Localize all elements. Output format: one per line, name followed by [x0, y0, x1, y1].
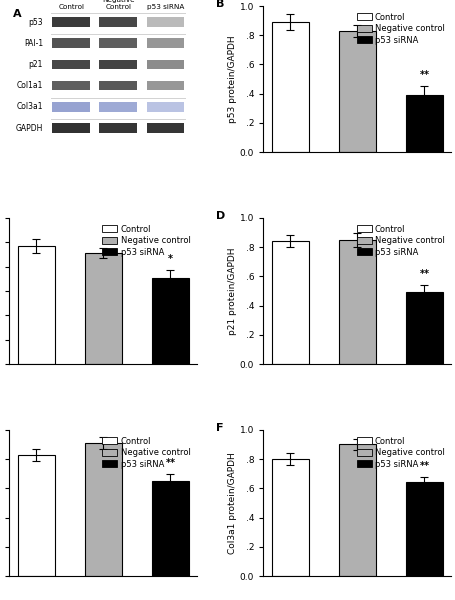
- Bar: [99, 38, 137, 48]
- Bar: [99, 123, 137, 133]
- Bar: [85, 443, 121, 576]
- Bar: [271, 459, 308, 576]
- Bar: [271, 241, 308, 364]
- Bar: [144, 34, 186, 52]
- Bar: [146, 38, 184, 48]
- Bar: [18, 455, 55, 576]
- Text: **: **: [419, 461, 429, 471]
- Text: PAI-1: PAI-1: [24, 39, 43, 48]
- Bar: [97, 119, 139, 137]
- Bar: [85, 253, 121, 364]
- Bar: [99, 81, 137, 91]
- Bar: [144, 13, 186, 31]
- Bar: [99, 59, 137, 69]
- Bar: [51, 56, 92, 73]
- Legend: Control, Negative control, p53 siRNA: Control, Negative control, p53 siRNA: [100, 222, 193, 259]
- Bar: [146, 59, 184, 69]
- Bar: [144, 77, 186, 94]
- Bar: [97, 77, 139, 94]
- Text: F: F: [216, 422, 223, 433]
- Legend: Control, Negative control, p53 siRNA: Control, Negative control, p53 siRNA: [353, 10, 446, 47]
- Text: A: A: [13, 9, 21, 19]
- Bar: [152, 278, 188, 364]
- Bar: [97, 34, 139, 52]
- Text: **: **: [165, 458, 175, 468]
- Bar: [52, 17, 90, 27]
- Legend: Control, Negative control, p53 siRNA: Control, Negative control, p53 siRNA: [100, 434, 193, 471]
- Bar: [51, 77, 92, 94]
- Bar: [146, 81, 184, 91]
- Bar: [51, 34, 92, 52]
- Y-axis label: p21 protein/GAPDH: p21 protein/GAPDH: [228, 247, 237, 335]
- Bar: [99, 102, 137, 112]
- Text: p53: p53: [28, 17, 43, 26]
- Bar: [146, 123, 184, 133]
- Text: **: **: [419, 269, 429, 280]
- Bar: [338, 31, 375, 152]
- Bar: [97, 13, 139, 31]
- Bar: [52, 59, 90, 69]
- Text: Negative
Control: Negative Control: [102, 0, 134, 10]
- Bar: [52, 123, 90, 133]
- Text: Col1a1: Col1a1: [16, 81, 43, 90]
- Bar: [405, 292, 442, 364]
- Bar: [144, 119, 186, 137]
- Bar: [405, 482, 442, 576]
- Bar: [51, 13, 92, 31]
- Bar: [99, 17, 137, 27]
- Legend: Control, Negative control, p53 siRNA: Control, Negative control, p53 siRNA: [353, 434, 446, 471]
- Bar: [144, 56, 186, 73]
- Text: Col3a1: Col3a1: [16, 103, 43, 112]
- Bar: [271, 22, 308, 152]
- Y-axis label: p53 protein/GAPDH: p53 protein/GAPDH: [228, 35, 237, 123]
- Bar: [405, 95, 442, 152]
- Y-axis label: Col3a1 protein/GAPDH: Col3a1 protein/GAPDH: [228, 452, 237, 554]
- Bar: [97, 98, 139, 116]
- Bar: [51, 98, 92, 116]
- Bar: [146, 17, 184, 27]
- Bar: [52, 38, 90, 48]
- Bar: [146, 102, 184, 112]
- Text: p53 siRNA: p53 siRNA: [147, 4, 184, 10]
- Bar: [144, 98, 186, 116]
- Text: Control: Control: [58, 4, 84, 10]
- Bar: [338, 445, 375, 576]
- Text: p21: p21: [29, 60, 43, 69]
- Text: **: **: [419, 70, 429, 80]
- Text: *: *: [167, 254, 172, 265]
- Text: D: D: [216, 211, 225, 221]
- Bar: [338, 240, 375, 364]
- Bar: [18, 246, 55, 364]
- Text: B: B: [216, 0, 224, 8]
- Text: GAPDH: GAPDH: [15, 124, 43, 133]
- Legend: Control, Negative control, p53 siRNA: Control, Negative control, p53 siRNA: [353, 222, 446, 259]
- Bar: [51, 119, 92, 137]
- Bar: [152, 481, 188, 576]
- Bar: [97, 56, 139, 73]
- Bar: [52, 102, 90, 112]
- Bar: [52, 81, 90, 91]
